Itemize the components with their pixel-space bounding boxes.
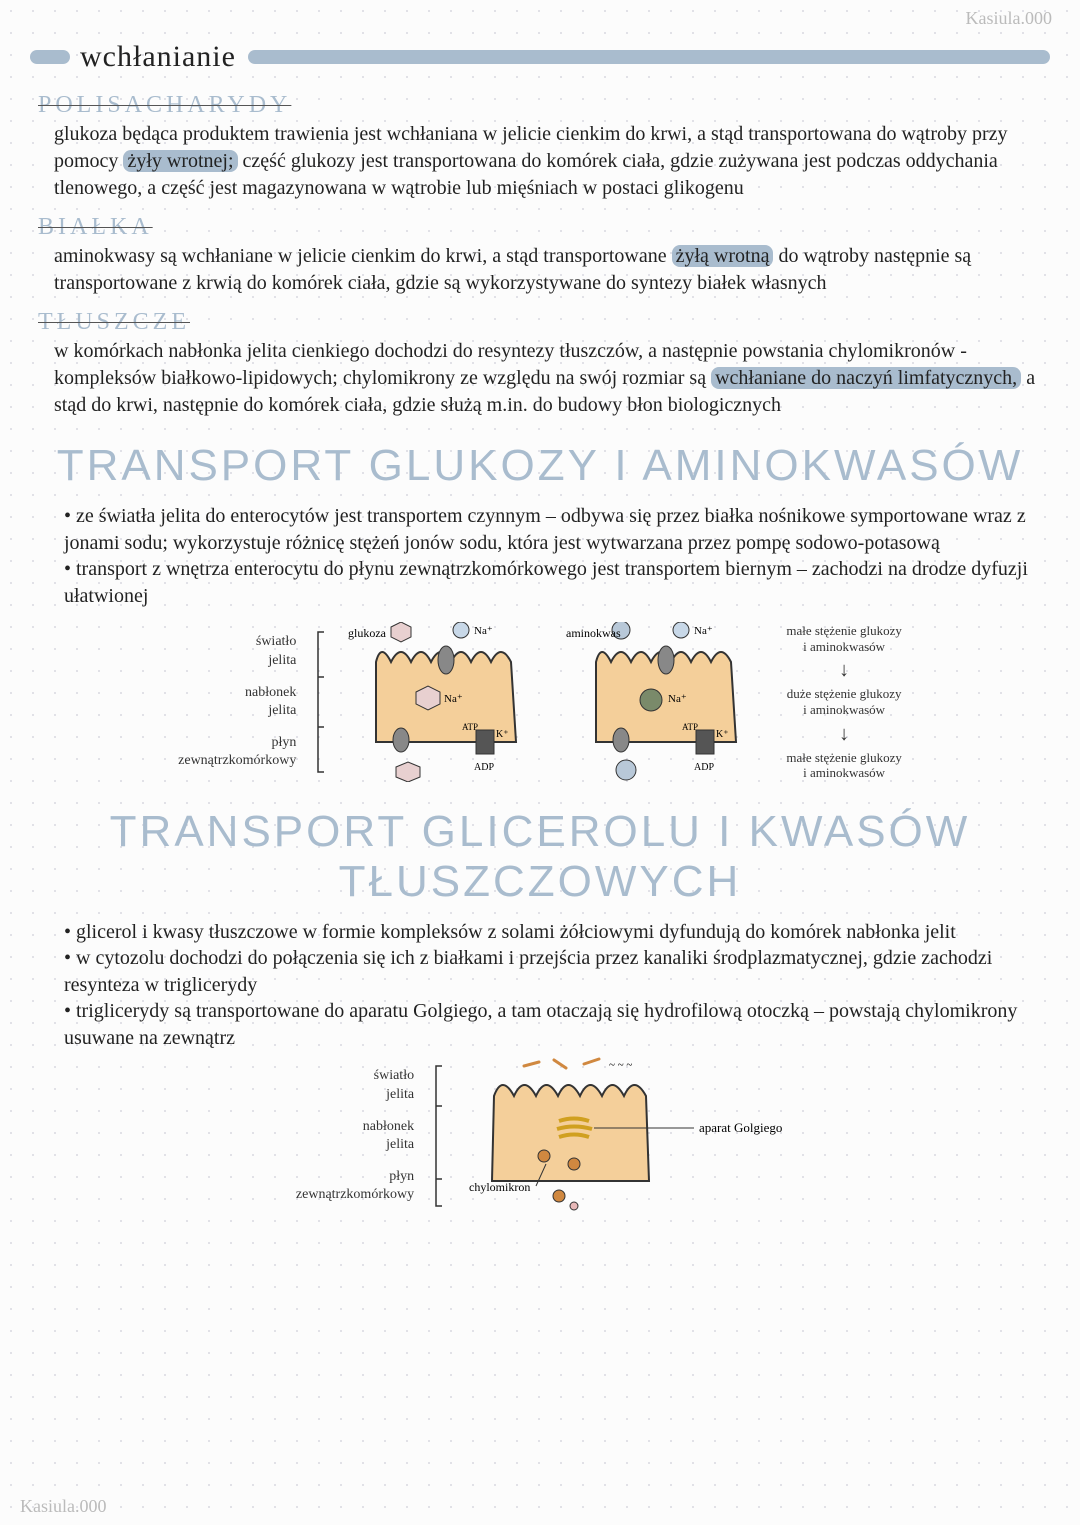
watermark-bottom: Kasiula.000 [20,1496,106,1517]
label-nablonek-jelita: nabłonek jelita [178,684,296,720]
bullets-transport-glukozy: • ze światła jelita do enterocytów jest … [30,503,1050,609]
diagram-transport-glicerolu: światło jelita nabłonek jelita płyn zewn… [30,1053,1050,1218]
gradient-high: duże stężenie glukozy i aminokwasów [786,686,902,717]
diagram-side-labels: światło jelita nabłonek jelita płyn zewn… [178,619,296,784]
title-row: wchłanianie [30,40,1050,74]
enterocyte-lipid-diagram: ~ ~ ~ aparat Golgiego chylomikron [464,1056,784,1216]
arrow-down-icon: ↓ [786,658,902,682]
subhead-tluszcze: TŁUSZCZE [30,309,1050,336]
label-glukoza: glukoza [348,626,387,640]
label-swiatlo-jelita-2: światło jelita [296,1067,414,1103]
enterocyte-glucose-diagram: Na⁺ Na⁺ K⁺ ATP ADP glukoza [346,622,546,782]
arrow-down-icon: ↓ [786,722,902,746]
label-chylomikron: chylomikron [469,1180,530,1194]
subhead-bialka: BIAŁKA [30,214,1050,241]
bracket-icon [316,627,326,777]
svg-text:ADP: ADP [474,762,494,773]
svg-text:ATP: ATP [462,722,478,732]
title-bar-left [30,50,70,64]
watermark-top: Kasiula.000 [966,8,1052,29]
diagram2-side-labels: światło jelita nabłonek jelita płyn zewn… [296,1053,414,1218]
svg-text:K⁺: K⁺ [496,729,509,740]
highlight-zyla-wrotna-1: żyły wrotnej; [123,150,237,172]
para-tluszcze: w komórkach nabłonka jelita cienkiego do… [30,338,1050,419]
svg-text:Na⁺: Na⁺ [444,693,463,705]
label-nablonek-jelita-2: nabłonek jelita [296,1118,414,1154]
svg-text:~ ~ ~: ~ ~ ~ [609,1059,632,1071]
para-polisacharydy: glukoza będąca produktem trawienia jest … [30,121,1050,202]
text: aminokwasy są wchłaniane w jelicie cienk… [54,245,672,267]
highlight-limfatyczne: wchłaniane do naczyń limfatycznych, [711,367,1021,389]
diagram-transport-glukozy: światło jelita nabłonek jelita płyn zewn… [30,619,1050,784]
svg-text:Na⁺: Na⁺ [668,693,687,705]
label-aminokwas: aminokwas [566,626,621,640]
label-golgi: aparat Golgiego [699,1120,782,1135]
gradient-labels: małe stężenie glukozy i aminokwasów ↓ du… [786,623,902,781]
svg-text:ATP: ATP [682,722,698,732]
label-plyn-2: płyn zewnątrzkomórkowy [296,1168,414,1204]
svg-text:Na⁺: Na⁺ [694,625,713,637]
svg-text:ADP: ADP [694,762,714,773]
heading-transport-glicerolu: TRANSPORT GLICEROLU I KWASÓW TŁUSZCZOWYC… [30,807,1050,907]
title-bar-right [248,50,1050,64]
enterocyte-aminoacid-diagram: Na⁺ Na⁺ K⁺ ATP ADP aminokwas [566,622,766,782]
bullets-transport-glicerolu: • glicerol i kwasy tłuszczowe w formie k… [30,919,1050,1052]
heading-transport-glukozy: TRANSPORT GLUKOZY I AMINOKWASÓW [30,441,1050,491]
svg-text:K⁺: K⁺ [716,729,729,740]
subhead-polisacharydy: POLISACHARYDY [30,92,1050,119]
gradient-low-2: małe stężenie glukozy i aminokwasów [786,750,902,781]
label-swiatlo-jelita: światło jelita [178,633,296,669]
page-title: wchłanianie [80,40,236,74]
para-bialka: aminokwasy są wchłaniane w jelicie cienk… [30,243,1050,297]
label-na: Na⁺ [474,625,493,637]
highlight-zyla-wrotna-2: żyłą wrotną [672,245,774,267]
label-plyn: płyn zewnątrzkomórkowy [178,734,296,770]
bracket-icon [434,1061,444,1211]
gradient-low-1: małe stężenie glukozy i aminokwasów [786,623,902,654]
